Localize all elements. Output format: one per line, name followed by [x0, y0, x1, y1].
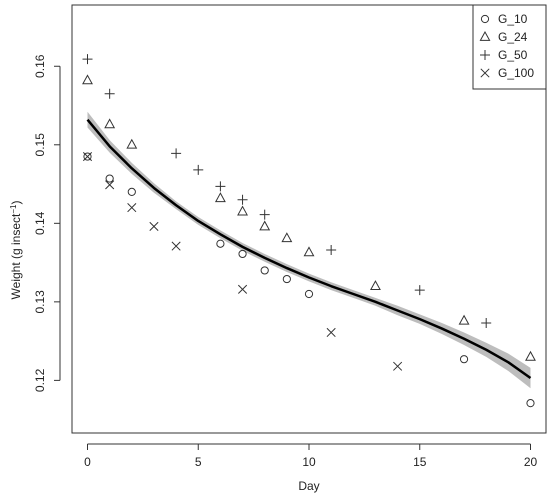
- point-plus: [171, 148, 182, 159]
- point-plus: [259, 209, 270, 220]
- point-triangle: [281, 232, 293, 243]
- x-tick-label: 0: [84, 455, 91, 469]
- point-plus: [193, 164, 204, 175]
- confidence-band: [87, 111, 531, 389]
- point-triangle: [126, 138, 138, 149]
- point-circle: [526, 399, 535, 408]
- legend-entry: G_24: [479, 30, 528, 44]
- point-circle: [304, 289, 314, 299]
- series-g-24: [82, 74, 536, 361]
- x-axis-title: Day: [298, 479, 319, 493]
- legend-entry: G_50: [480, 48, 528, 62]
- point-cross: [393, 361, 403, 371]
- point-circle: [105, 174, 114, 183]
- confidence-band-area: [87, 111, 531, 389]
- x-tick-label: 15: [413, 455, 427, 469]
- legend-entry: G_10: [480, 12, 528, 26]
- y-tick-label: 0.13: [33, 290, 47, 314]
- point-circle: [216, 239, 225, 248]
- point-cross: [326, 327, 336, 338]
- point-plus: [481, 318, 492, 329]
- series-g-100: [82, 152, 403, 371]
- point-triangle: [458, 314, 470, 325]
- point-cross: [105, 180, 115, 190]
- plot-frame: [71, 4, 547, 434]
- axes: 0 5 10 15 20 0.12 0.13 0.14 0.15 0.16: [33, 4, 547, 469]
- legend-label: G_10: [498, 12, 528, 26]
- legend-marker-plus: [480, 50, 490, 60]
- legend-marker-cross: [480, 68, 490, 78]
- point-circle: [459, 355, 469, 364]
- point-cross: [171, 241, 181, 251]
- x-tick-label: 20: [524, 455, 538, 469]
- point-cross: [149, 221, 159, 232]
- fit-line: [86, 118, 532, 380]
- point-cross: [127, 203, 137, 213]
- y-axis-title-main: Weight (g insect: [9, 213, 23, 299]
- point-circle: [282, 274, 291, 284]
- point-triangle: [214, 192, 226, 203]
- legend-label: G_24: [498, 30, 528, 44]
- legend-box: [472, 4, 547, 90]
- point-triangle: [82, 74, 93, 85]
- point-plus: [215, 181, 226, 192]
- point-triangle: [104, 118, 116, 129]
- point-triangle: [370, 280, 381, 291]
- point-triangle: [237, 205, 248, 216]
- point-triangle: [525, 350, 536, 361]
- series-g-10: [83, 152, 535, 408]
- series-g-50: [82, 54, 492, 329]
- legend: G_10 G_24 G_50 G_100: [472, 4, 547, 90]
- point-circle: [127, 187, 136, 197]
- y-axis-title-close: ): [9, 201, 23, 205]
- point-plus: [104, 88, 115, 99]
- point-circle: [238, 249, 247, 259]
- legend-marker-triangle: [479, 30, 491, 41]
- y-tick-label: 0.15: [33, 133, 47, 157]
- point-plus: [237, 194, 248, 205]
- x-tick-label: 10: [302, 455, 316, 469]
- y-tick-label: 0.14: [33, 211, 47, 235]
- fit-line-path: [86, 118, 532, 380]
- point-circle: [260, 266, 269, 275]
- point-triangle: [259, 220, 271, 231]
- point-cross: [82, 152, 93, 162]
- point-triangle: [303, 246, 315, 257]
- y-tick-label: 0.12: [33, 368, 47, 392]
- legend-entry: G_100: [480, 66, 534, 80]
- data-points: [82, 54, 536, 408]
- point-plus: [326, 245, 337, 256]
- y-tick-label: 0.16: [33, 54, 47, 78]
- legend-label: G_100: [498, 66, 534, 80]
- legend-marker-circle: [480, 14, 490, 24]
- point-plus: [82, 54, 93, 65]
- legend-label: G_50: [498, 48, 528, 62]
- y-axis-title: Weight (g insect−1): [9, 201, 24, 300]
- point-cross: [237, 284, 248, 294]
- y-axis-title-sup: −1: [9, 204, 18, 214]
- x-tick-label: 5: [195, 455, 202, 469]
- point-plus: [414, 285, 425, 296]
- point-circle: [83, 152, 92, 161]
